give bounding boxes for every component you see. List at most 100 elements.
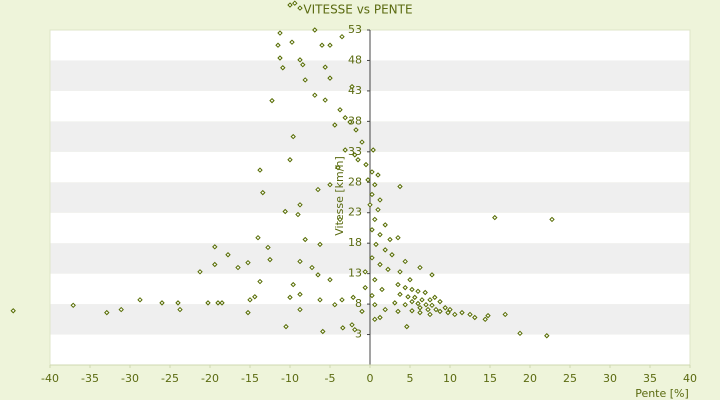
point bbox=[342, 147, 348, 153]
point bbox=[549, 216, 555, 223]
point bbox=[459, 309, 465, 316]
y-tick-label: 48 bbox=[348, 53, 362, 66]
point bbox=[427, 297, 433, 303]
point bbox=[447, 306, 453, 313]
point bbox=[369, 227, 375, 233]
point bbox=[315, 272, 321, 278]
point bbox=[392, 300, 398, 306]
point bbox=[350, 294, 356, 301]
point bbox=[302, 236, 308, 243]
point bbox=[205, 300, 211, 306]
x-tick-label: 15 bbox=[483, 372, 497, 385]
point bbox=[397, 291, 403, 298]
point bbox=[442, 305, 448, 311]
point bbox=[437, 298, 443, 305]
point bbox=[137, 297, 143, 303]
point bbox=[260, 189, 266, 196]
point bbox=[417, 305, 423, 311]
point bbox=[397, 269, 403, 275]
x-tick-label: -25 bbox=[161, 372, 179, 385]
y-tick-label: 28 bbox=[348, 175, 362, 188]
point bbox=[415, 288, 421, 295]
point bbox=[297, 57, 303, 63]
point bbox=[322, 97, 328, 103]
point bbox=[297, 258, 303, 265]
point bbox=[369, 292, 375, 299]
point bbox=[373, 241, 379, 248]
point bbox=[359, 139, 365, 145]
point bbox=[397, 183, 403, 190]
point bbox=[395, 234, 401, 241]
point bbox=[349, 83, 355, 90]
point bbox=[297, 5, 303, 11]
point bbox=[327, 182, 333, 188]
x-tick-label: 5 bbox=[407, 372, 414, 385]
point bbox=[404, 323, 410, 330]
point bbox=[290, 133, 296, 140]
x-tick-label: 30 bbox=[603, 372, 617, 385]
point bbox=[415, 300, 421, 307]
point bbox=[339, 33, 345, 40]
point bbox=[377, 261, 383, 268]
point bbox=[395, 308, 401, 315]
point bbox=[287, 157, 293, 163]
point bbox=[309, 264, 315, 271]
point bbox=[280, 65, 286, 71]
x-tick-label: -30 bbox=[121, 372, 139, 385]
point bbox=[382, 306, 388, 313]
point bbox=[372, 277, 378, 283]
point bbox=[290, 281, 296, 288]
point bbox=[349, 322, 355, 328]
point bbox=[437, 308, 443, 315]
point bbox=[405, 294, 411, 300]
point bbox=[425, 306, 431, 313]
point bbox=[417, 264, 423, 271]
point bbox=[472, 314, 478, 321]
point bbox=[320, 328, 326, 335]
y-tick-label: 38 bbox=[348, 114, 362, 127]
point bbox=[372, 301, 378, 308]
point bbox=[402, 284, 408, 291]
point bbox=[332, 301, 338, 308]
point bbox=[159, 300, 165, 306]
point bbox=[377, 314, 383, 321]
y-axis-label: Vitesse [km/h] bbox=[333, 156, 346, 236]
point bbox=[292, 0, 298, 6]
point bbox=[215, 300, 221, 306]
x-tick-label: 0 bbox=[367, 372, 374, 385]
point bbox=[267, 256, 273, 263]
point bbox=[382, 222, 388, 228]
point bbox=[297, 291, 303, 298]
point bbox=[265, 244, 271, 251]
x-tick-label: 10 bbox=[443, 372, 457, 385]
point bbox=[422, 289, 428, 296]
point bbox=[340, 325, 346, 331]
point bbox=[347, 119, 353, 125]
point bbox=[302, 77, 308, 83]
point bbox=[252, 294, 258, 300]
y-tick-label: 13 bbox=[348, 267, 362, 280]
point bbox=[492, 214, 498, 221]
point bbox=[353, 127, 359, 133]
point bbox=[377, 197, 383, 203]
point bbox=[402, 258, 408, 265]
point bbox=[297, 306, 303, 313]
point bbox=[277, 30, 283, 36]
point bbox=[197, 269, 203, 275]
point bbox=[335, 164, 341, 171]
point bbox=[385, 266, 391, 273]
y-tick-label: 53 bbox=[348, 23, 362, 36]
point bbox=[118, 306, 124, 313]
point bbox=[327, 277, 333, 283]
point bbox=[407, 277, 413, 283]
point bbox=[337, 107, 343, 113]
point bbox=[502, 311, 508, 318]
point bbox=[327, 42, 333, 48]
y-tick-label: 23 bbox=[348, 206, 362, 219]
point bbox=[369, 255, 375, 261]
point bbox=[467, 311, 473, 318]
point bbox=[362, 269, 368, 275]
point bbox=[387, 236, 393, 243]
point bbox=[433, 306, 439, 313]
point bbox=[212, 244, 218, 250]
